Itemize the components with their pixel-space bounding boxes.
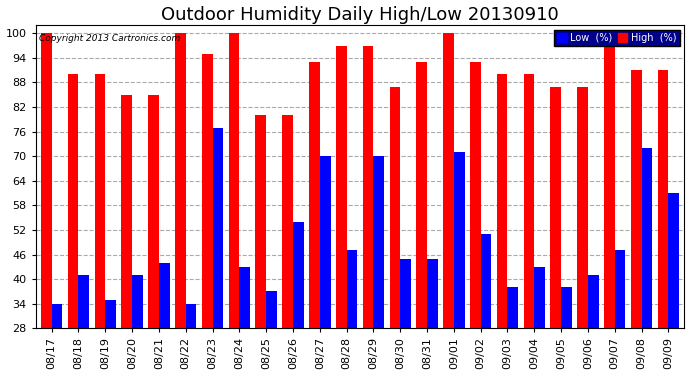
Title: Outdoor Humidity Daily High/Low 20130910: Outdoor Humidity Daily High/Low 20130910 (161, 6, 559, 24)
Bar (524, 74, 534, 375)
Bar (658, 70, 669, 375)
Bar (175, 33, 186, 375)
Bar (363, 46, 373, 375)
Text: Copyright 2013 Cartronics.com: Copyright 2013 Cartronics.com (39, 34, 180, 43)
Bar (604, 33, 615, 375)
Bar (186, 304, 197, 375)
Bar (282, 115, 293, 375)
Bar (293, 222, 304, 375)
Bar (534, 267, 545, 375)
Bar (148, 95, 159, 375)
Bar (443, 33, 454, 375)
Bar (400, 259, 411, 375)
Bar (319, 156, 331, 375)
Bar (631, 70, 642, 375)
Bar (336, 46, 346, 375)
Bar (121, 95, 132, 375)
Bar (346, 251, 357, 375)
Bar (427, 259, 437, 375)
Bar (373, 156, 384, 375)
Bar (106, 300, 116, 375)
Bar (79, 275, 89, 375)
Bar (309, 62, 319, 375)
Bar (41, 33, 52, 375)
Bar (390, 87, 400, 375)
Bar (454, 152, 464, 375)
Bar (201, 54, 213, 375)
Bar (68, 74, 79, 375)
Bar (578, 87, 588, 375)
Bar (95, 74, 106, 375)
Bar (615, 251, 625, 375)
Legend: Low  (%), High  (%): Low (%), High (%) (554, 30, 680, 46)
Bar (239, 267, 250, 375)
Bar (266, 291, 277, 375)
Bar (255, 115, 266, 375)
Bar (551, 87, 561, 375)
Bar (561, 287, 572, 375)
Bar (669, 193, 679, 375)
Bar (470, 62, 481, 375)
Bar (642, 148, 652, 375)
Bar (213, 128, 224, 375)
Bar (132, 275, 143, 375)
Bar (52, 304, 62, 375)
Bar (507, 287, 518, 375)
Bar (228, 33, 239, 375)
Bar (481, 234, 491, 375)
Bar (497, 74, 507, 375)
Bar (416, 62, 427, 375)
Bar (588, 275, 599, 375)
Bar (159, 263, 170, 375)
